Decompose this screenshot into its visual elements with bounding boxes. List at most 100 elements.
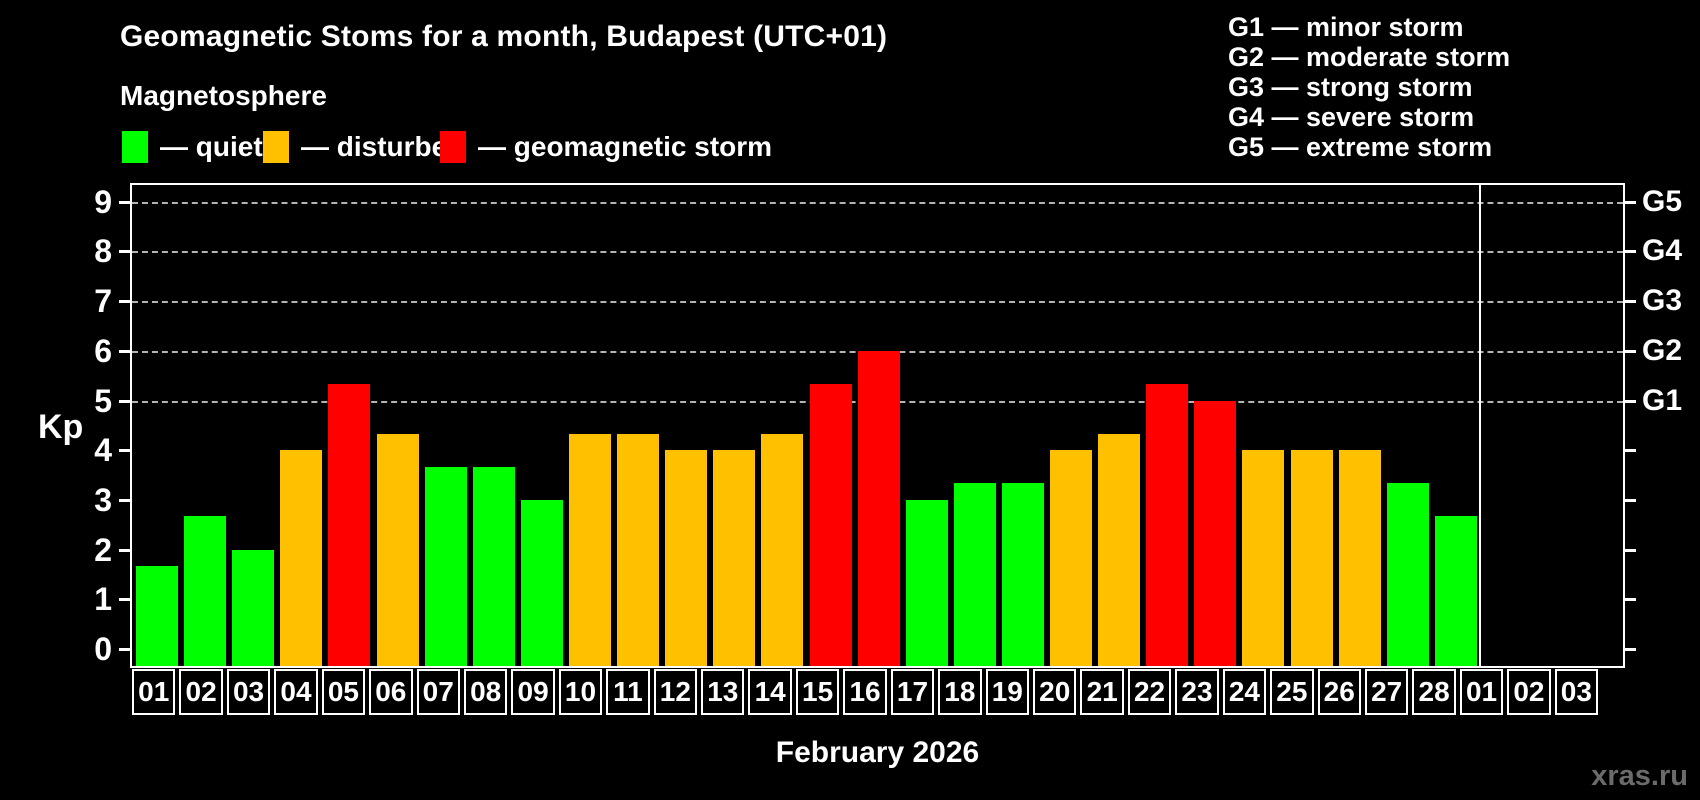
day-label-cell: 03: [226, 669, 271, 715]
g-axis-label-g4: G4: [1642, 234, 1683, 268]
day-label-cell: 20: [1033, 669, 1077, 715]
day-label-cell: 06: [369, 669, 413, 715]
legend-item-quiet: — quiet: [122, 130, 263, 164]
kp-bar-day-01: [136, 566, 178, 666]
kp-bar-day-13: [713, 450, 755, 666]
kp-bar-day-16: [858, 351, 900, 666]
y-axis-tick-right: [1625, 498, 1636, 502]
status-legend: — quiet — disturbed — geomagnetic storm: [122, 130, 1122, 164]
y-tick-label-6: 6: [94, 332, 112, 369]
kp-bar-day-05: [328, 384, 370, 666]
kp-bar-day-20: [1050, 450, 1092, 666]
day-label-cell: 19: [985, 669, 1030, 715]
day-label-cell: 02: [1507, 669, 1551, 715]
g-scale-legend: G1 — minor storm G2 — moderate storm G3 — …: [1228, 12, 1510, 162]
day-label-cell: 12: [653, 669, 698, 715]
plot-area: [130, 183, 1625, 668]
kp-bar-day-09: [521, 500, 563, 666]
y-axis-tick-right: [1625, 300, 1636, 304]
x-axis-title: February 2026: [775, 736, 980, 769]
day-label-cell: 10: [558, 669, 603, 715]
day-label-cell: 14: [748, 669, 792, 715]
day-label-cell: 03: [1554, 669, 1599, 715]
y-axis-tick-left: [119, 399, 130, 403]
g-legend-line: G5 — extreme storm: [1228, 132, 1493, 162]
kp-bar-day-02: [184, 516, 226, 666]
day-label-cell: 16: [843, 669, 887, 715]
day-label-cell: 17: [890, 669, 935, 715]
g-axis-label-g2: G2: [1642, 333, 1683, 367]
y-axis-tick-right: [1625, 548, 1636, 552]
day-label-cell: 24: [1222, 669, 1267, 715]
kp-bar-day-25: [1291, 450, 1333, 666]
y-axis-tick-right: [1625, 200, 1636, 204]
kp-bar-day-19: [1002, 483, 1044, 666]
day-label-cell: 07: [416, 669, 460, 715]
legend-item-disturbed: — disturbed: [263, 130, 464, 164]
kp-bar-day-18: [954, 483, 996, 666]
y-axis-tick-right: [1625, 648, 1636, 651]
y-axis-tick-right: [1625, 449, 1636, 453]
y-axis-tick-left: [119, 548, 130, 552]
chart-title: Geomagnetic Stoms for a month, Budapest …: [120, 20, 888, 53]
g-legend-line: G3 — strong storm: [1228, 72, 1473, 102]
day-label-cell: 15: [795, 669, 840, 715]
legend-swatch-disturbed: [263, 131, 289, 163]
y-axis-tick-left: [119, 598, 130, 602]
g-axis-label-g3: G3: [1642, 284, 1683, 318]
kp-bar-day-07: [425, 467, 467, 666]
day-label-cell: 22: [1127, 669, 1172, 715]
legend-label: — geomagnetic storm: [478, 131, 773, 162]
day-label-cell: 27: [1364, 669, 1409, 715]
y-axis-tick-right: [1625, 598, 1636, 602]
y-axis-tick-left: [119, 300, 130, 304]
legend-swatch-quiet: [122, 131, 148, 163]
kp-bar-day-23: [1194, 401, 1236, 666]
y-tick-label-0: 0: [94, 631, 112, 667]
y-axis-title: Kp: [38, 408, 84, 446]
kp-bar-day-11: [617, 434, 659, 666]
day-label-cell: 09: [511, 669, 555, 715]
day-label-cell: 02: [179, 669, 223, 715]
g-axis-label-g1: G1: [1642, 383, 1683, 417]
y-axis-tick-left: [119, 449, 130, 453]
kp-bar-day-28: [1435, 516, 1477, 666]
day-label-cell: 01: [1459, 669, 1504, 715]
gridline-kp7: [132, 301, 1623, 304]
chart-subtitle: Magnetosphere: [120, 80, 327, 111]
y-tick-label-4: 4: [94, 432, 112, 469]
y-tick-label-2: 2: [94, 531, 112, 568]
kp-bar-day-12: [665, 450, 707, 666]
g-legend-line: G2 — moderate storm: [1228, 42, 1511, 72]
day-label-row: 01 02 03 04 05 06 07 08 09 10 11 12 13 14 15 16 17 18 19 20…: [130, 669, 1600, 715]
g-axis-label-g5: G5: [1642, 184, 1683, 218]
y-tick-label-1: 1: [94, 581, 112, 618]
kp-bar-day-26: [1339, 450, 1381, 666]
plot-inner: [132, 185, 1623, 666]
y-axis-tick-right: [1625, 399, 1636, 403]
day-label-cell: 04: [274, 669, 318, 715]
g-legend-line: G4 — severe storm: [1228, 102, 1475, 132]
y-axis-tick-left: [119, 349, 130, 353]
gridline-kp8: [132, 251, 1623, 254]
kp-bar-day-08: [473, 467, 515, 666]
y-tick-label-7: 7: [94, 283, 112, 320]
g-legend-line: G1 — minor storm: [1228, 12, 1464, 42]
kp-bar-day-27: [1387, 483, 1429, 666]
legend-label: — disturbed: [301, 131, 465, 162]
gridline-kp9: [132, 201, 1623, 204]
kp-bar-day-04: [280, 450, 322, 666]
y-axis-tick-right: [1625, 250, 1636, 254]
watermark: xras.ru: [1591, 760, 1688, 792]
day-label-cell: 23: [1175, 669, 1219, 715]
day-label-cell: 25: [1270, 669, 1314, 715]
legend-item-storm: — geomagnetic storm: [440, 130, 772, 164]
day-label-cell: 18: [938, 669, 982, 715]
day-label-cell: 01: [132, 669, 176, 715]
day-label-cell: 11: [606, 669, 650, 715]
kp-bar-day-22: [1146, 384, 1188, 666]
day-label-cell: 21: [1080, 669, 1124, 715]
kp-bar-day-10: [569, 434, 611, 666]
kp-bar-day-03: [232, 550, 274, 666]
kp-bar-day-06: [377, 434, 419, 666]
